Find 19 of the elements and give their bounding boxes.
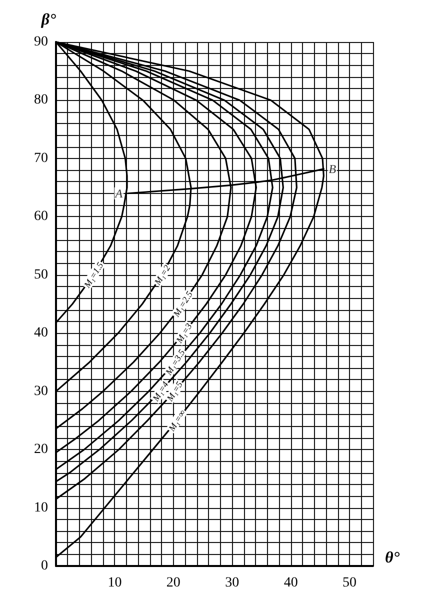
y-tick-label: 90 bbox=[34, 34, 48, 50]
y-tick-label: 80 bbox=[34, 92, 48, 108]
y-tick-label: 70 bbox=[34, 150, 48, 166]
y-tick-label: 30 bbox=[34, 384, 48, 399]
y-tick-label: 40 bbox=[34, 326, 48, 341]
x-tick-label: 40 bbox=[284, 576, 298, 590]
x-tick-label: 30 bbox=[225, 576, 240, 590]
y-tick-label: 20 bbox=[34, 442, 48, 458]
annotation: B bbox=[328, 162, 337, 176]
x-tick-label: 50 bbox=[342, 576, 357, 590]
x-axis-title: θ° bbox=[385, 550, 400, 566]
x-tick-label: 10 bbox=[108, 576, 122, 590]
annotation: A bbox=[114, 186, 124, 200]
y-tick-label: 0 bbox=[41, 558, 48, 574]
y-tick-label: 50 bbox=[34, 267, 48, 282]
x-tick-label: 20 bbox=[166, 576, 180, 590]
y-tick-label: 60 bbox=[34, 209, 48, 224]
y-tick-label: 10 bbox=[34, 500, 48, 516]
y-axis-title: β° bbox=[40, 12, 57, 28]
